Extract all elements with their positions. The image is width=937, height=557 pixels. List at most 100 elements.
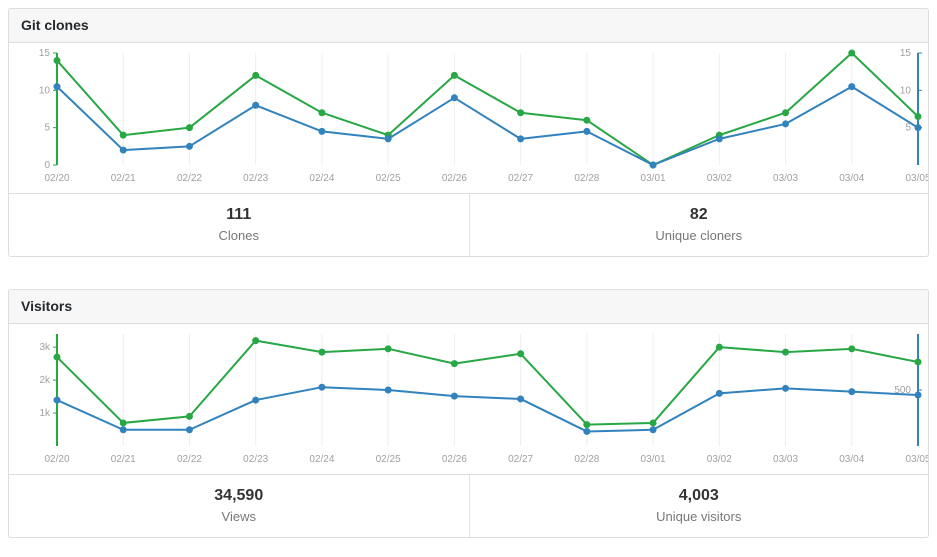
data-point[interactable] xyxy=(53,83,61,91)
data-point[interactable] xyxy=(649,161,657,169)
data-point[interactable] xyxy=(517,395,525,403)
data-point[interactable] xyxy=(384,386,392,394)
x-axis-label: 02/24 xyxy=(309,173,334,184)
data-point[interactable] xyxy=(252,337,260,345)
data-point[interactable] xyxy=(848,388,856,396)
stat-label: Unique cloners xyxy=(655,228,743,243)
x-axis-label: 02/27 xyxy=(508,173,533,184)
data-point[interactable] xyxy=(848,49,856,57)
data-point[interactable] xyxy=(914,124,922,132)
data-point[interactable] xyxy=(517,135,525,143)
git-clones-header: Git clones xyxy=(9,9,928,43)
x-axis-label: 02/25 xyxy=(376,454,401,465)
data-point[interactable] xyxy=(119,146,127,154)
x-axis-label: 03/04 xyxy=(839,173,864,184)
visitors-chart-svg: 02/20 02/21 02/22 02/23 02/24 02/25 02/26 02/27… xyxy=(39,334,928,465)
data-point[interactable] xyxy=(583,127,591,135)
left-axis-tick-label: 3k xyxy=(39,342,51,353)
data-point[interactable] xyxy=(450,94,458,102)
x-axis-label: 03/02 xyxy=(707,454,732,465)
panel-title: Git clones xyxy=(21,17,89,33)
x-axis-label: 03/01 xyxy=(641,454,666,465)
data-point[interactable] xyxy=(914,391,922,399)
right-axis-tick-label: 15 xyxy=(900,48,912,59)
data-point[interactable] xyxy=(185,412,193,420)
x-axis-label: 02/22 xyxy=(177,173,202,184)
stat-value: 34,590 xyxy=(214,487,264,504)
data-point[interactable] xyxy=(583,427,591,435)
git-clones-stats: 111 Clones 82 Unique cloners xyxy=(9,193,928,256)
data-point[interactable] xyxy=(848,83,856,91)
data-point[interactable] xyxy=(583,116,591,124)
data-point[interactable] xyxy=(649,426,657,434)
data-point[interactable] xyxy=(848,345,856,353)
git-clones-chart-svg: 02/20 02/21 02/22 02/23 02/24 02/25 02/26 02/27… xyxy=(39,48,928,184)
data-point[interactable] xyxy=(185,142,193,150)
left-axis-tick-label: 2k xyxy=(39,375,51,386)
data-point[interactable] xyxy=(782,384,790,392)
series-line-views xyxy=(56,339,919,426)
git-clones-panel: Git clones 02/20 02/21 02/22 02/23 02/24 02/2… xyxy=(8,8,929,257)
stat-value: 82 xyxy=(689,206,708,223)
series-line-clones xyxy=(56,52,919,166)
data-point[interactable] xyxy=(318,127,326,135)
stat-value: 111 xyxy=(226,206,252,223)
left-axis-tick-label: 5 xyxy=(44,123,50,134)
x-axis-label: 03/05 xyxy=(905,173,928,184)
x-axis-label: 03/05 xyxy=(905,454,928,465)
stat-label: Unique visitors xyxy=(656,509,742,524)
visitors-chart: 02/20 02/21 02/22 02/23 02/24 02/25 02/26 02/27… xyxy=(9,324,928,474)
data-point[interactable] xyxy=(318,109,326,117)
data-point[interactable] xyxy=(252,101,260,109)
data-point[interactable] xyxy=(715,343,723,351)
data-point[interactable] xyxy=(782,348,790,356)
data-point[interactable] xyxy=(384,135,392,143)
data-point[interactable] xyxy=(185,124,193,132)
data-point[interactable] xyxy=(782,120,790,128)
data-point[interactable] xyxy=(450,360,458,368)
visitors-panel: Visitors 02/20 02/21 02/22 02/23 02/24 02/25 0… xyxy=(8,289,929,538)
stat-label: Clones xyxy=(218,228,259,243)
right-axis-tick-label: 5 xyxy=(905,123,911,134)
stat-value: 4,003 xyxy=(678,487,719,504)
data-point[interactable] xyxy=(185,426,193,434)
git-clones-chart: 02/20 02/21 02/22 02/23 02/24 02/25 02/26 02/27… xyxy=(9,43,928,193)
x-axis-label: 02/21 xyxy=(111,454,136,465)
data-point[interactable] xyxy=(53,396,61,404)
data-point[interactable] xyxy=(53,56,61,64)
data-point[interactable] xyxy=(252,396,260,404)
data-point[interactable] xyxy=(583,421,591,429)
left-axis-tick-label: 10 xyxy=(39,85,51,96)
x-axis-label: 03/03 xyxy=(773,173,798,184)
data-point[interactable] xyxy=(715,389,723,397)
x-axis-label: 02/22 xyxy=(177,454,202,465)
data-point[interactable] xyxy=(517,350,525,358)
data-point[interactable] xyxy=(384,345,392,353)
data-point[interactable] xyxy=(119,426,127,434)
data-point[interactable] xyxy=(914,358,922,366)
data-point[interactable] xyxy=(450,392,458,400)
right-axis-tick-label: 500 xyxy=(894,385,911,396)
left-axis-tick-label: 15 xyxy=(39,48,51,59)
data-point[interactable] xyxy=(252,71,260,79)
x-axis-label: 02/26 xyxy=(442,173,467,184)
x-axis-label: 02/28 xyxy=(574,454,599,465)
stat-clones: 111 Clones xyxy=(9,194,469,256)
x-axis-label: 02/20 xyxy=(44,173,69,184)
data-point[interactable] xyxy=(715,135,723,143)
x-axis-label: 02/27 xyxy=(508,454,533,465)
data-point[interactable] xyxy=(649,419,657,427)
data-point[interactable] xyxy=(782,109,790,117)
data-point[interactable] xyxy=(119,131,127,139)
series-line-unique-cloners xyxy=(56,85,919,166)
data-point[interactable] xyxy=(450,71,458,79)
stat-unique-visitors: 4,003 Unique visitors xyxy=(468,475,929,537)
x-axis-label: 02/20 xyxy=(44,454,69,465)
data-point[interactable] xyxy=(53,353,61,361)
data-point[interactable] xyxy=(318,348,326,356)
data-point[interactable] xyxy=(119,419,127,427)
data-point[interactable] xyxy=(517,109,525,117)
data-point[interactable] xyxy=(318,383,326,391)
traffic-page: Git clones 02/20 02/21 02/22 02/23 02/24 02/2… xyxy=(8,8,929,538)
data-point[interactable] xyxy=(914,112,922,120)
